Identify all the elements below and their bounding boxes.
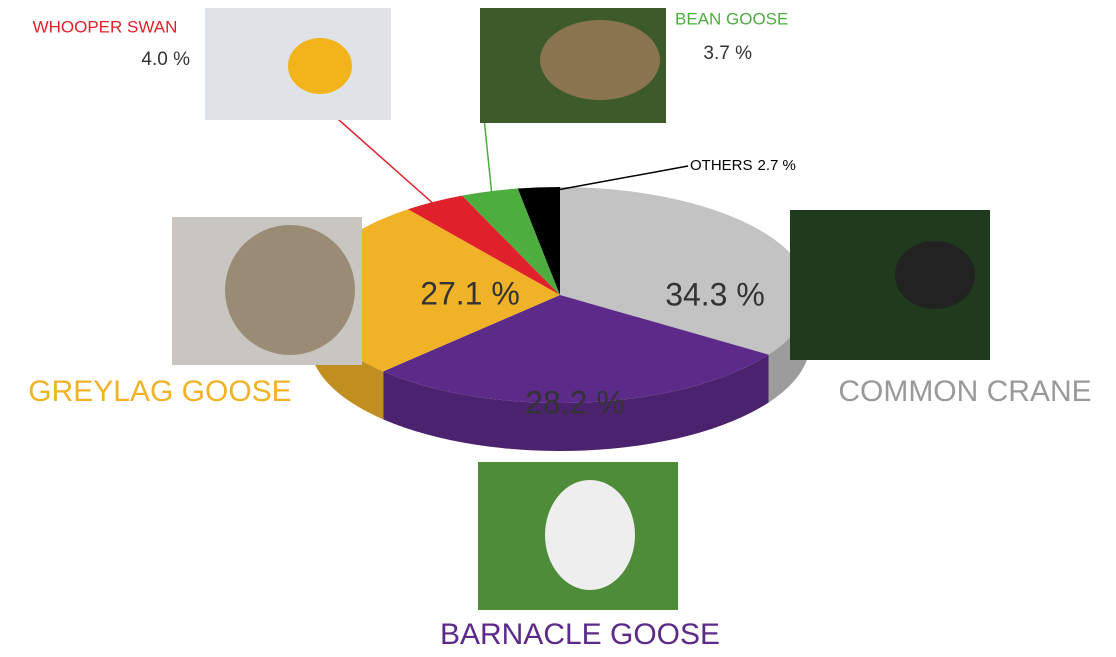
pie-tops (310, 187, 810, 403)
category-label: BEAN GOOSE (675, 9, 788, 28)
category-label: GREYLAG GOOSE (28, 375, 291, 408)
value-label: 2.7 % (758, 157, 796, 174)
value-label: 34.3 % (665, 276, 765, 312)
value-label: 3.7 % (703, 43, 752, 64)
leader-line (545, 165, 689, 193)
pie-slice (517, 187, 560, 295)
photo (288, 38, 352, 94)
category-label: BARNACLE GOOSE (440, 618, 720, 651)
photo (225, 225, 355, 355)
pie-slice (310, 209, 560, 372)
leader-line (329, 111, 437, 207)
pie-slice (462, 188, 560, 295)
pie-slice (383, 295, 769, 403)
category-label: WHOOPER SWAN (33, 17, 178, 36)
pie-slice (560, 187, 810, 355)
pie-side (768, 295, 810, 403)
category-label: OTHERS (690, 157, 753, 174)
pie (310, 187, 810, 451)
photo (545, 480, 635, 590)
pie-side (383, 354, 769, 451)
photos (172, 8, 990, 610)
value-label: 27.1 % (420, 275, 520, 311)
photo (895, 241, 975, 309)
value-label: 4.0 % (141, 49, 190, 70)
value-label: 28.2 % (525, 384, 625, 420)
others-label: OTHERS 2.7 % (690, 157, 796, 174)
labels: COMMON CRANE 34.3 % BARNACLE GOOSE 28.2 % GR… (28, 9, 1091, 650)
photo (540, 20, 660, 100)
pie-slice (408, 195, 560, 295)
leader-line (483, 117, 493, 197)
category-label: COMMON CRANE (838, 375, 1091, 408)
